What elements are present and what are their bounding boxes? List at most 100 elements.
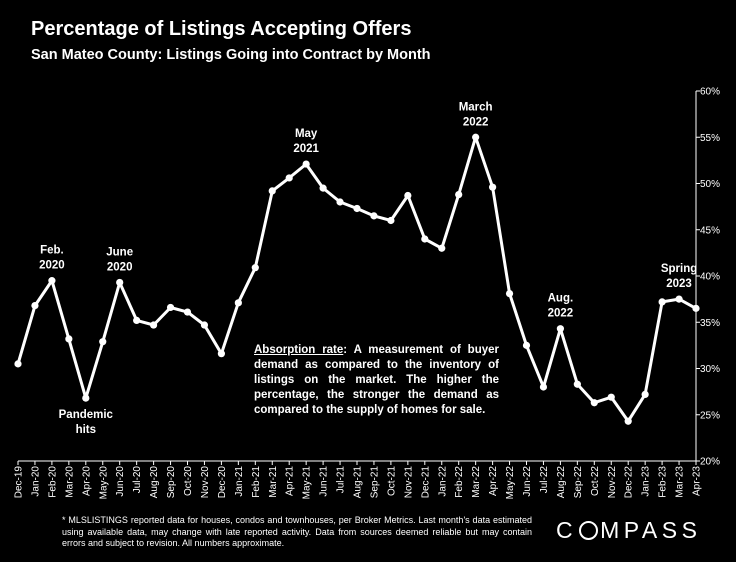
x-tick-label: Aug-20 [149, 466, 160, 499]
data-point [336, 198, 344, 206]
data-point [150, 321, 158, 329]
data-point [624, 417, 632, 425]
annotation-label: Feb. [40, 245, 64, 257]
data-point [370, 212, 378, 220]
data-point [200, 321, 209, 329]
data-point [99, 338, 107, 346]
x-tick-label: Mar-22 [471, 466, 482, 498]
data-point [539, 383, 548, 391]
annotation-label: March [459, 101, 493, 113]
chart-subtitle: San Mateo County: Listings Going into Co… [31, 47, 431, 63]
annotation-label: 2021 [293, 143, 319, 155]
annotation-label: 2022 [548, 308, 574, 320]
x-tick-label: Jun-20 [115, 466, 126, 497]
data-point [217, 350, 225, 358]
x-tick-label: Dec-22 [624, 466, 635, 499]
data-point [455, 191, 463, 199]
data-point [82, 394, 90, 402]
annotation-label: 2020 [107, 261, 133, 273]
data-point [607, 393, 615, 401]
y-tick-label: 45% [700, 225, 720, 236]
x-tick-label: Oct-22 [590, 466, 601, 496]
annotation-label: 2022 [463, 116, 489, 128]
annotation-label: hits [76, 424, 96, 436]
data-point [489, 183, 497, 191]
y-tick-label: 50% [700, 179, 720, 190]
x-tick-label: Jan-20 [30, 466, 41, 497]
data-point [675, 295, 683, 303]
data-point [641, 390, 649, 398]
data-point [302, 160, 310, 168]
data-point [133, 316, 141, 324]
x-tick-label: Oct-21 [386, 466, 397, 496]
annotation-label: May [295, 128, 318, 140]
annotation-label: June [106, 246, 133, 258]
data-point [590, 399, 598, 407]
annotation-label: Aug. [548, 293, 574, 305]
x-tick-label: Aug-21 [353, 466, 364, 499]
x-tick-label: Feb-20 [47, 466, 58, 498]
annotation-label: Spring [661, 263, 697, 275]
x-tick-label: Feb-22 [454, 466, 465, 498]
x-tick-label: Mar-23 [675, 466, 686, 498]
data-point [319, 184, 327, 192]
data-point [387, 216, 395, 225]
logo-o-ring-icon [579, 521, 599, 540]
x-tick-label: Jun-21 [319, 466, 330, 497]
x-tick-label: May-20 [98, 466, 109, 500]
x-tick-label: Feb-23 [658, 466, 669, 498]
logo-text-start: C [556, 517, 578, 543]
x-tick-label: Jun-22 [522, 466, 533, 497]
data-point [14, 360, 22, 368]
callout-text: : A measurement of buyer demand as compa… [254, 344, 499, 416]
data-point [166, 303, 175, 312]
data-point [116, 278, 124, 287]
x-tick-label: May-22 [505, 466, 516, 500]
data-point [268, 187, 276, 195]
x-tick-label: Aug-22 [556, 466, 567, 499]
y-tick-label: 20% [700, 457, 720, 468]
y-tick-label: 40% [700, 272, 720, 283]
data-point [48, 277, 56, 285]
x-tick-label: Jan-22 [437, 466, 448, 497]
x-tick-label: Apr-23 [692, 466, 703, 496]
x-tick-label: May-21 [302, 466, 313, 500]
x-tick-label: Jan-23 [641, 466, 652, 497]
data-point [692, 304, 700, 312]
x-tick-label: Jul-22 [539, 466, 550, 494]
x-tick-label: Mar-20 [64, 466, 75, 498]
callout-lead: Absorption rate [254, 344, 344, 356]
y-tick-label: 60% [700, 87, 720, 98]
data-point [421, 235, 429, 243]
data-point [438, 244, 446, 252]
data-point [658, 298, 666, 306]
data-point [251, 264, 259, 272]
annotation-label: 2020 [39, 260, 65, 272]
x-tick-label: Apr-20 [81, 466, 92, 496]
data-point [472, 133, 480, 141]
data-point [522, 341, 531, 349]
y-tick-label: 55% [700, 133, 720, 144]
annotation-label: 2023 [666, 278, 692, 290]
y-tick-label: 30% [700, 364, 720, 375]
x-tick-label: Jan-21 [234, 466, 245, 497]
x-tick-label: Sep-20 [166, 466, 177, 499]
data-point [353, 204, 361, 213]
x-tick-label: Apr-21 [285, 466, 296, 496]
y-tick-label: 25% [700, 410, 720, 421]
data-point [556, 325, 565, 333]
data-point [505, 289, 514, 298]
x-tick-label: Nov-20 [200, 466, 211, 499]
data-point [573, 380, 581, 388]
x-tick-label: Dec-20 [217, 466, 228, 499]
compass-logo: C MPASS [556, 517, 701, 544]
footnote: * MLSLISTINGS reported data for houses, … [62, 515, 532, 548]
data-point [285, 174, 293, 182]
x-tick-label: Feb-21 [251, 466, 262, 498]
x-tick-label: Nov-22 [607, 466, 618, 499]
chart-title: Percentage of Listings Accepting Offers [31, 18, 412, 40]
x-tick-label: Jul-21 [336, 466, 347, 494]
x-tick-label: Dec-19 [14, 466, 25, 499]
x-tick-label: Jul-20 [132, 466, 143, 494]
